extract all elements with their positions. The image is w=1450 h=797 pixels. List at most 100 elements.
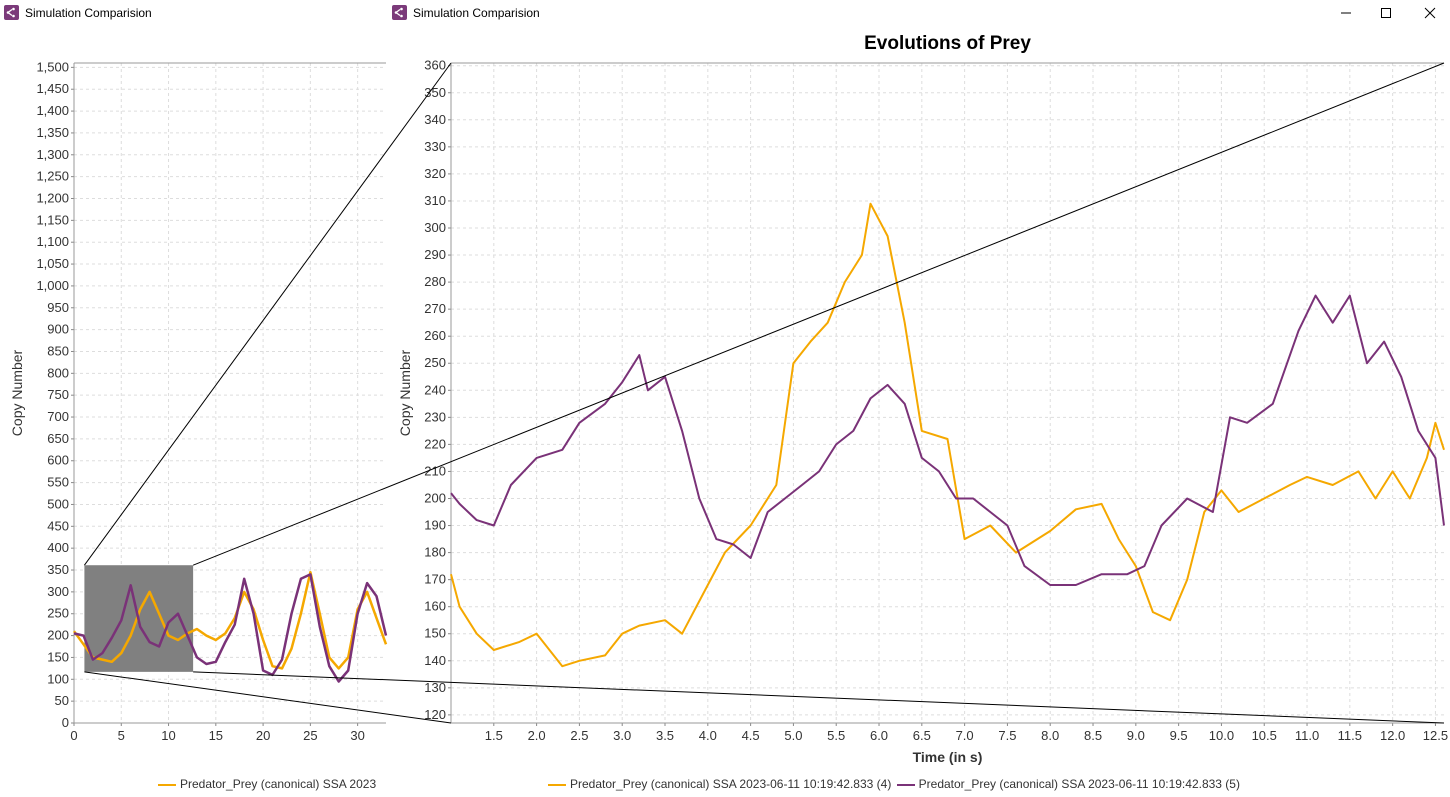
y-tick-label: 190 — [424, 518, 446, 533]
y-tick-label: 1,200 — [36, 190, 69, 205]
y-axis-label: Copy Number — [397, 349, 413, 436]
y-tick-label: 850 — [47, 343, 69, 358]
x-tick-label: 25 — [303, 728, 317, 743]
y-tick-label: 700 — [47, 409, 69, 424]
series-line — [73, 573, 388, 683]
y-tick-label: 350 — [47, 562, 69, 577]
right-titlebar[interactable]: Simulation Comparision — [388, 0, 1450, 26]
x-tick-label: 9.0 — [1127, 728, 1145, 743]
maximize-icon — [1381, 8, 1391, 18]
y-tick-label: 140 — [424, 653, 446, 668]
x-tick-label: 11.0 — [1295, 728, 1319, 743]
y-tick-label: 1,350 — [36, 125, 69, 140]
x-tick-label: 7.5 — [998, 728, 1016, 743]
y-tick-label: 950 — [47, 300, 69, 315]
y-tick-label: 1,400 — [36, 103, 69, 118]
y-tick-label: 1,250 — [36, 169, 69, 184]
legend-swatch — [896, 783, 915, 786]
y-tick-label: 250 — [424, 355, 446, 370]
y-tick-label: 200 — [47, 628, 69, 643]
y-tick-label: 340 — [424, 112, 446, 127]
x-tick-label: 5.5 — [827, 728, 845, 743]
window-title: Simulation Comparision — [413, 6, 540, 20]
app-icon — [4, 5, 19, 20]
overview-chart[interactable]: 0501001502002503003504004505005506006507… — [0, 0, 390, 797]
y-tick-label: 320 — [424, 166, 446, 181]
x-tick-label: 10.5 — [1252, 728, 1277, 743]
chart-title: Evolutions of Prey — [864, 33, 1031, 54]
y-tick-label: 1,100 — [36, 234, 69, 249]
x-tick-label: 10.0 — [1209, 728, 1234, 743]
legend-label: Predator_Prey (canonical) SSA 2023 — [180, 777, 377, 791]
y-tick-label: 260 — [424, 328, 446, 343]
x-tick-label: 5 — [118, 728, 125, 743]
zoom-connector-line — [83, 62, 452, 566]
x-tick-label: 10 — [161, 728, 175, 743]
plot-area — [451, 63, 1444, 723]
x-tick-label: 6.0 — [870, 728, 888, 743]
y-tick-label: 50 — [55, 693, 69, 708]
y-tick-label: 1,050 — [36, 256, 69, 271]
y-tick-label: 210 — [424, 463, 446, 478]
series-line — [72, 570, 388, 670]
y-tick-label: 170 — [424, 572, 446, 587]
x-axis-label: Time (in s) — [913, 749, 983, 765]
legend: Predator_Prey (canonical) SSA 2023-06-11… — [548, 777, 1240, 791]
close-icon — [1424, 7, 1436, 19]
y-tick-label: 200 — [424, 490, 446, 505]
x-tick-label: 0 — [70, 728, 77, 743]
x-tick-label: 12.5 — [1423, 728, 1448, 743]
y-tick-label: 310 — [424, 193, 446, 208]
y-tick-label: 450 — [47, 518, 69, 533]
zoom-connector-line — [84, 671, 452, 724]
close-button[interactable] — [1410, 0, 1450, 26]
y-tick-label: 800 — [47, 365, 69, 380]
y-tick-label: 1,150 — [36, 212, 69, 227]
series-line — [450, 294, 1445, 586]
y-tick-label: 250 — [47, 606, 69, 621]
y-tick-label: 120 — [424, 707, 446, 722]
y-tick-label: 0 — [62, 715, 69, 730]
x-tick-label: 20 — [256, 728, 270, 743]
zoom-connector-line — [192, 62, 1445, 566]
x-tick-label: 12.0 — [1380, 728, 1405, 743]
maximize-button[interactable] — [1366, 0, 1406, 26]
x-tick-label: 15 — [209, 728, 223, 743]
x-tick-label: 8.5 — [1084, 728, 1102, 743]
legend-item: Predator_Prey (canonical) SSA 2023-06-11… — [895, 777, 1240, 791]
legend-item: Predator_Prey (canonical) SSA 2023-06-11… — [548, 777, 891, 791]
y-tick-label: 1,500 — [36, 59, 69, 74]
window-title: Simulation Comparision — [25, 6, 152, 20]
minimize-button[interactable] — [1326, 0, 1366, 26]
y-tick-label: 100 — [47, 671, 69, 686]
y-tick-label: 400 — [47, 540, 69, 555]
legend-swatch — [548, 783, 566, 786]
legend: Predator_Prey (canonical) SSA 2023 — [158, 777, 376, 791]
y-tick-label: 280 — [424, 274, 446, 289]
y-tick-label: 300 — [47, 584, 69, 599]
y-tick-label: 1,450 — [36, 81, 69, 96]
left-titlebar[interactable]: Simulation Comparision — [0, 0, 390, 26]
minimize-icon — [1341, 12, 1351, 14]
y-tick-label: 650 — [47, 431, 69, 446]
app-icon — [392, 5, 407, 20]
y-tick-label: 900 — [47, 322, 69, 337]
x-tick-label: 1.5 — [485, 728, 503, 743]
y-tick-label: 150 — [47, 649, 69, 664]
y-tick-label: 500 — [47, 496, 69, 511]
y-tick-label: 350 — [424, 85, 446, 100]
zoom-connector-line — [193, 671, 1445, 724]
y-tick-label: 1,000 — [36, 278, 69, 293]
y-tick-label: 130 — [424, 680, 446, 695]
x-tick-label: 5.0 — [784, 728, 802, 743]
y-tick-label: 600 — [47, 453, 69, 468]
x-tick-label: 8.0 — [1041, 728, 1059, 743]
y-tick-label: 300 — [424, 220, 446, 235]
y-tick-label: 270 — [424, 301, 446, 316]
y-tick-label: 550 — [47, 475, 69, 490]
y-tick-label: 230 — [424, 409, 446, 424]
y-tick-label: 290 — [424, 247, 446, 262]
y-tick-label: 360 — [424, 58, 446, 73]
y-axis-label: Copy Number — [9, 349, 25, 436]
